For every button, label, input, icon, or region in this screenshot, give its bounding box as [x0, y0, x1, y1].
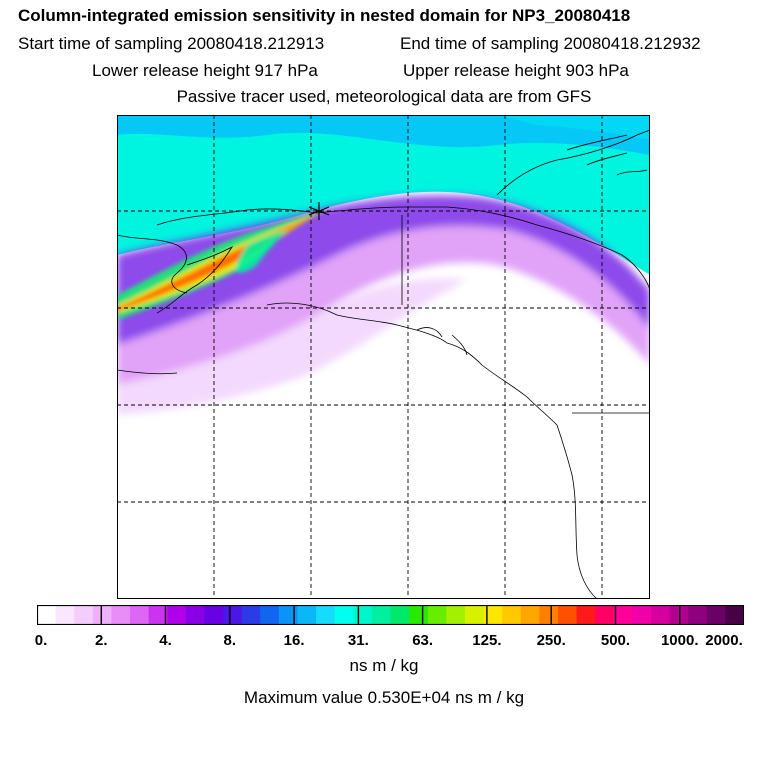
colorbar [37, 605, 744, 625]
colorbar-cell [483, 605, 503, 625]
colorbar-tick-label: 4. [159, 632, 172, 649]
tracer-note: Passive tracer used, meteorological data… [176, 87, 592, 106]
colorbar-cell [427, 605, 447, 625]
colorbar-tick-label: 63. [412, 632, 434, 649]
graticule [117, 115, 650, 599]
colorbar-tick-label: 0. [34, 632, 48, 649]
end-time: End time of sampling 20080418.212932 [400, 34, 701, 53]
upper-release-height: Upper release height 903 hPa [403, 61, 629, 80]
colorbar-cell [241, 605, 261, 625]
sensitivity-map [117, 115, 650, 599]
colorbar-cell [409, 605, 429, 625]
colorbar-tick-label: 2. [95, 632, 108, 649]
colorbar-cell [223, 605, 243, 625]
colorbar-cell [148, 605, 168, 625]
colorbar-cell [353, 605, 373, 625]
colorbar-tick-label: 16. [283, 632, 305, 649]
colorbar-cell [204, 605, 224, 625]
colorbar-cell [334, 605, 354, 625]
colorbar-cell [167, 605, 187, 625]
colorbar-cell [632, 605, 652, 625]
colorbar-cell [595, 605, 615, 625]
maximum-value: Maximum value 0.530E+04 ns m / kg [243, 688, 525, 707]
colorbar-units: ns m / kg [349, 656, 419, 675]
colorbar-tick-label: 250. [536, 632, 566, 649]
colorbar-cell [613, 605, 633, 625]
colorbar-cell [37, 605, 57, 625]
receptor-cross-icon [308, 202, 330, 220]
colorbar-tick-label: 1000. [660, 632, 699, 649]
colorbar-tick-label: 2000. [705, 632, 743, 649]
colorbar-tick-label: 500. [600, 632, 631, 649]
coastlines [117, 129, 650, 599]
colorbar-cell [185, 605, 205, 625]
colorbar-cell [539, 605, 559, 625]
arctic-cyan-band [117, 115, 650, 275]
colorbar-cell [278, 605, 298, 625]
colorbar-cell [725, 605, 744, 625]
colorbar-cell [688, 605, 708, 625]
colorbar-cell [111, 605, 131, 625]
colorbar-cell [520, 605, 540, 625]
start-time: Start time of sampling 20080418.212913 [18, 34, 325, 53]
colorbar-cell [446, 605, 466, 625]
lower-release-height: Lower release height 917 hPa [92, 61, 318, 80]
colorbar-cell [55, 605, 75, 625]
colorbar-cell [316, 605, 336, 625]
colorbar-cell [74, 605, 94, 625]
colorbar-cell [371, 605, 391, 625]
colorbar-cell [502, 605, 522, 625]
colorbar-cell [297, 605, 317, 625]
colorbar-tick-label: 125. [472, 632, 502, 649]
colorbar-cell [650, 605, 671, 625]
colorbar-cell [464, 605, 485, 625]
colorbar-cell [706, 605, 726, 625]
plot-title: Column-integrated emission sensitivity i… [18, 6, 631, 25]
colorbar-tick-label: 8. [223, 632, 237, 649]
colorbar-cell [92, 605, 112, 625]
colorbar-cell [390, 605, 410, 625]
colorbar-cell [130, 605, 150, 625]
colorbar-tick-label: 31. [347, 632, 369, 649]
colorbar-cell [260, 605, 280, 625]
colorbar-cell [576, 605, 596, 625]
colorbar-cell [557, 605, 578, 625]
